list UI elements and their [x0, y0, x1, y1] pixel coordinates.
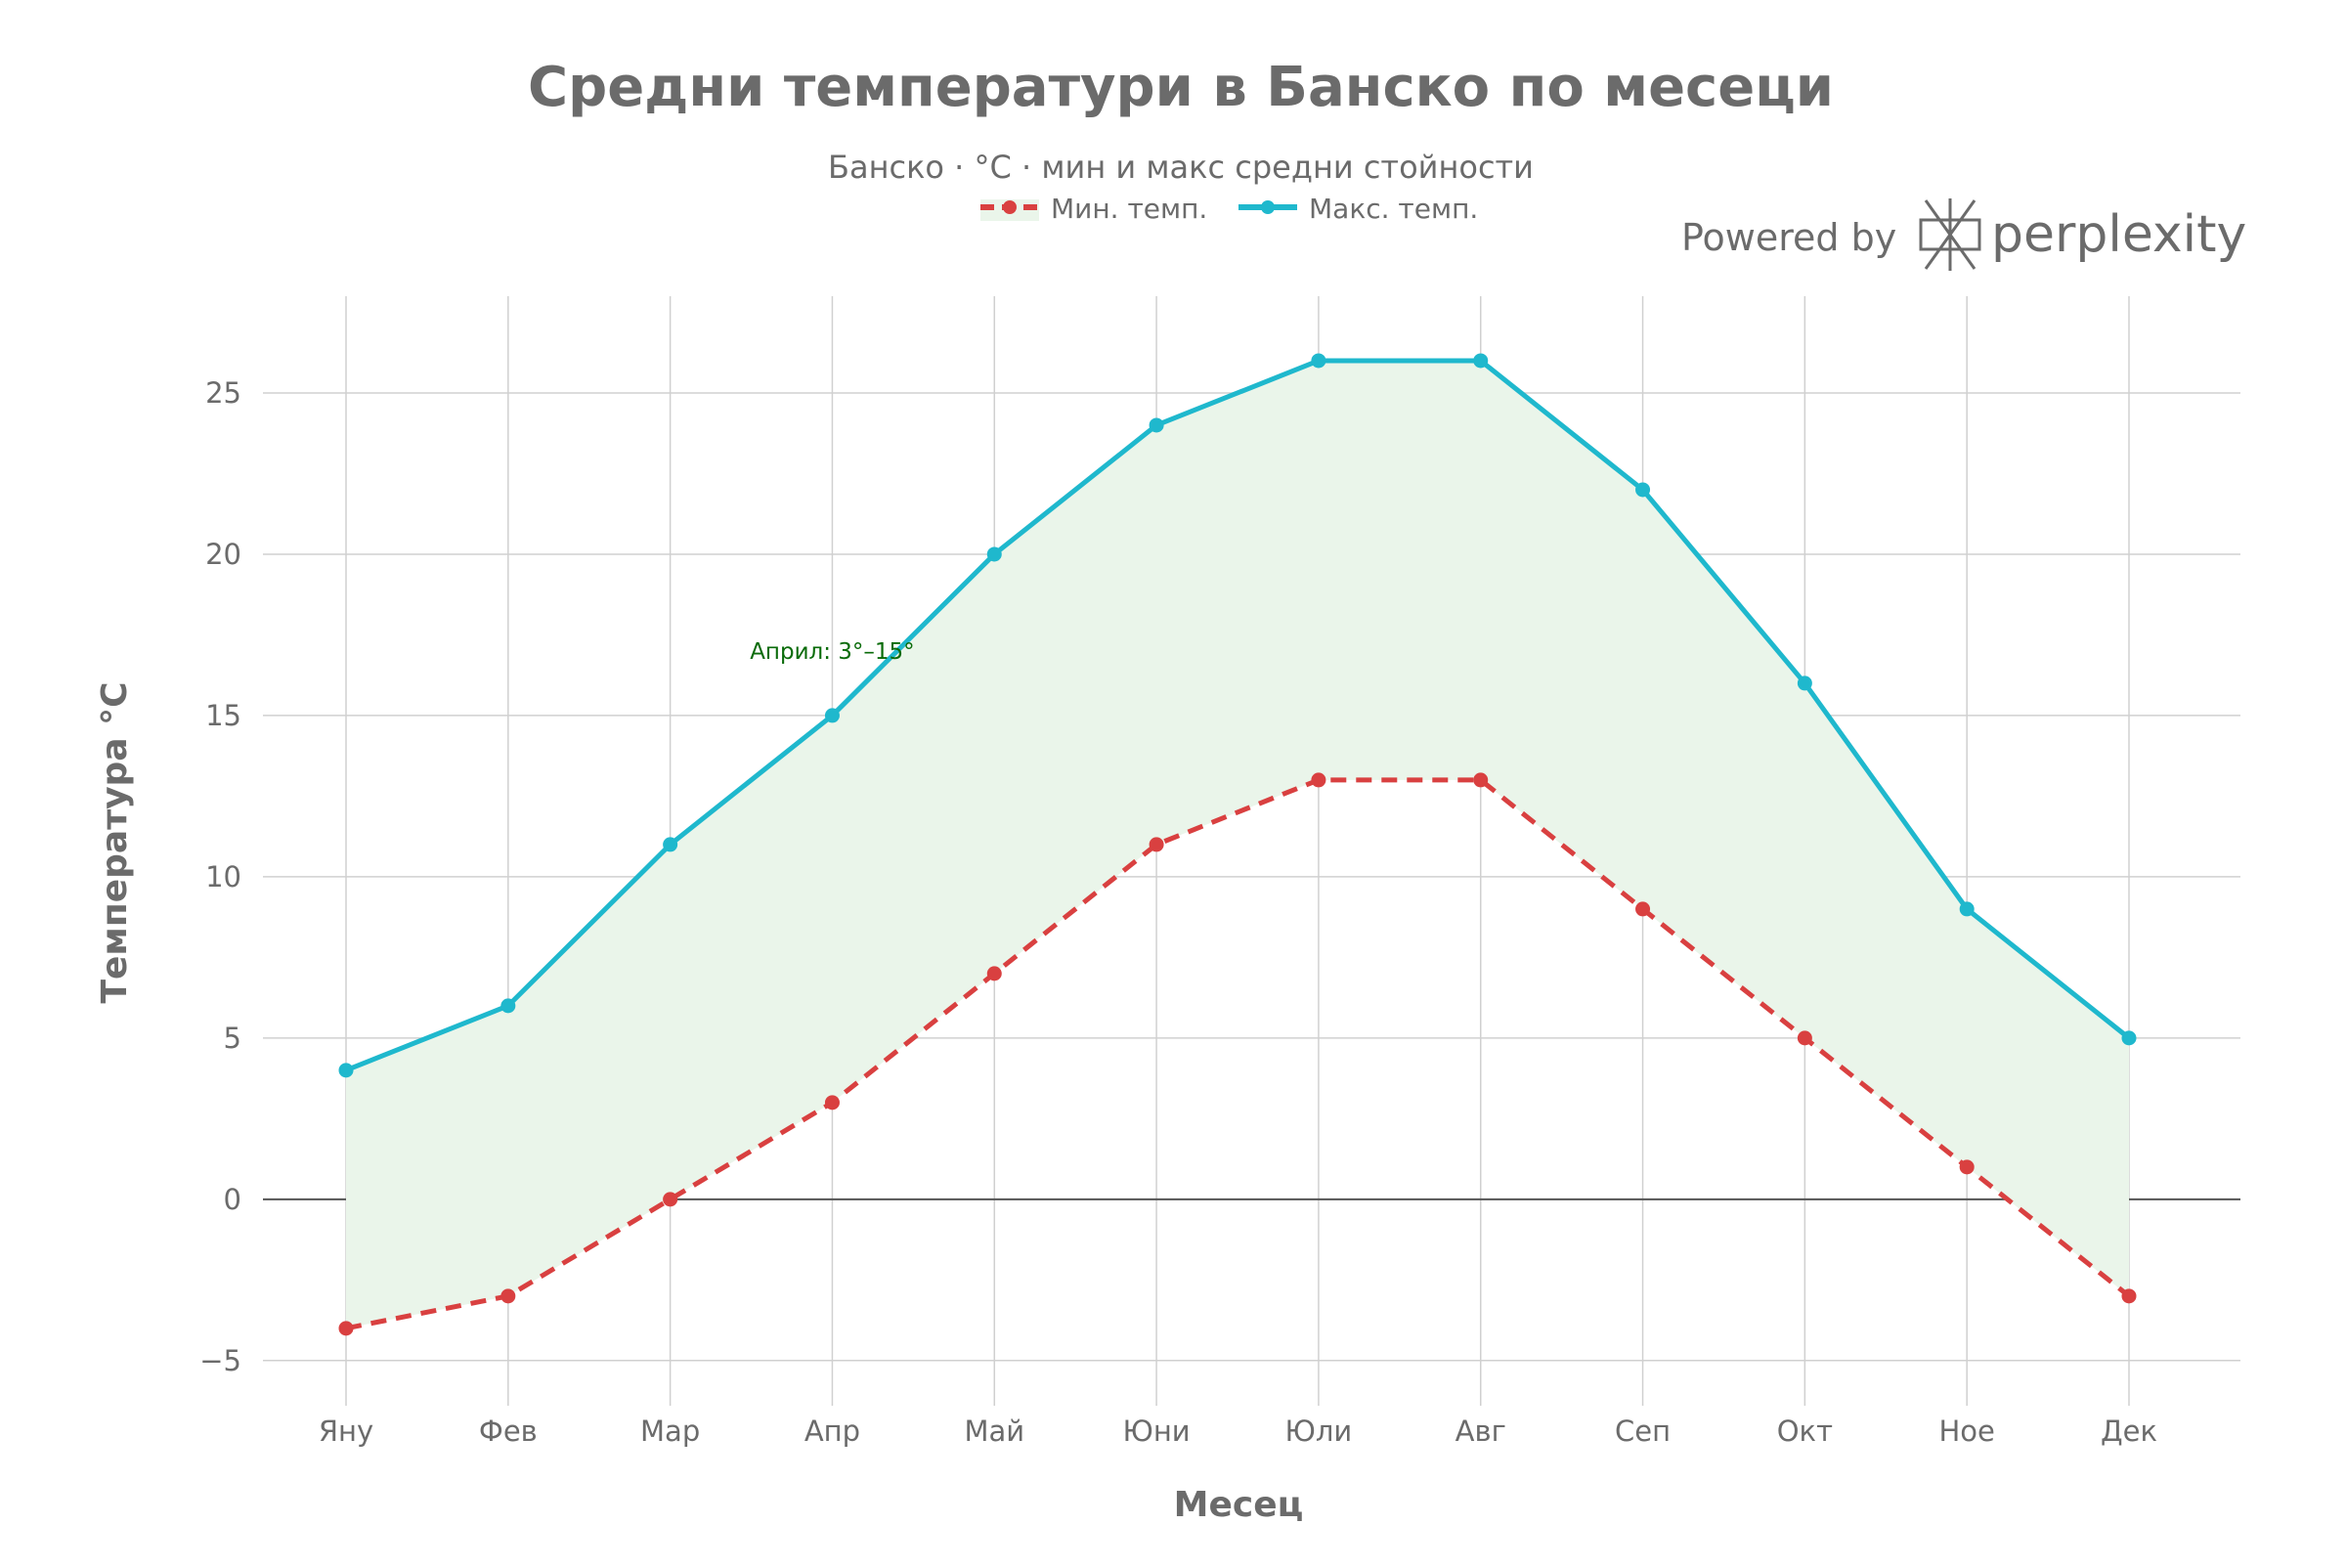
max-temp-point: [1473, 353, 1489, 369]
x-tick-label: Сеп: [1615, 1415, 1671, 1448]
min-temp-point: [1311, 772, 1326, 788]
max-temp-point: [824, 708, 840, 723]
max-temp-point: [2121, 1030, 2137, 1046]
x-tick-label: Окт: [1777, 1415, 1833, 1448]
min-temp-point: [2121, 1288, 2137, 1304]
y-tick-label: −5: [199, 1344, 241, 1377]
min-temp-line: [345, 777, 2131, 1331]
x-tick-label: Авг: [1455, 1415, 1506, 1448]
max-temp-point: [1797, 675, 1812, 691]
legend-max-marker: [1261, 200, 1275, 214]
max-temp-point: [500, 998, 516, 1014]
max-temp-point: [663, 837, 678, 852]
perplexity-wordmark: perplexity: [1991, 205, 2246, 264]
x-tick-label: Юли: [1285, 1415, 1353, 1448]
series-max: [338, 353, 2137, 1078]
x-axis-title: Месец: [1174, 1485, 1304, 1525]
chart-title: Средни температури в Банско по месеци: [528, 56, 1834, 119]
min-temp-point: [338, 1321, 354, 1336]
x-tick-label: Май: [964, 1415, 1024, 1448]
y-tick-label: 10: [205, 860, 241, 893]
chart-subtitle: Банско · °C · мин и макс средни стойност…: [828, 149, 1534, 186]
x-axis: Яну Фев Мар Апр Май Юни Юли Авг Сеп Окт Ное Дек: [319, 1415, 2157, 1448]
series-group: [338, 353, 2137, 1336]
max-temp-point: [1149, 417, 1164, 433]
max-temp-point: [1635, 482, 1651, 498]
x-tick-label: Юни: [1123, 1415, 1191, 1448]
max-temp-point: [986, 546, 1002, 562]
max-temp-point: [338, 1063, 354, 1078]
min-temp-point: [986, 966, 1002, 981]
powered-by-text: Powered by: [1681, 216, 1896, 259]
min-temp-point: [1959, 1159, 1975, 1175]
april-annotation: Април: 3°–15°: [750, 639, 914, 665]
x-tick-label: Ное: [1938, 1415, 1994, 1448]
y-tick-label: 0: [224, 1183, 241, 1216]
min-temp-point: [1797, 1030, 1812, 1046]
x-tick-label: Мар: [640, 1415, 700, 1448]
max-temp-line: [345, 358, 2131, 1073]
y-tick-label: 5: [224, 1022, 241, 1055]
min-max-fill-band: [346, 360, 2129, 1328]
y-tick-label: 25: [205, 376, 241, 410]
y-axis: −5 0 5 10 15 20 25: [199, 376, 241, 1377]
y-tick-label: 20: [205, 538, 241, 571]
legend-min-label: Мин. темп.: [1051, 193, 1207, 225]
series-min: [338, 772, 2137, 1336]
x-tick-label: Апр: [804, 1415, 860, 1448]
x-tick-label: Фев: [479, 1415, 538, 1448]
y-axis-title: Температура °C: [95, 681, 135, 1003]
legend-min-marker: [1003, 200, 1017, 214]
legend: Мин. темп. Макс. темп.: [980, 193, 1478, 225]
min-temp-point: [663, 1192, 678, 1207]
legend-item-min[interactable]: Мин. темп.: [980, 193, 1207, 225]
x-tick-label: Дек: [2101, 1415, 2157, 1448]
powered-by-logo: Powered by perplexity: [1681, 198, 2246, 271]
min-temp-point: [824, 1095, 840, 1111]
legend-max-label: Макс. темп.: [1309, 193, 1478, 225]
min-temp-point: [500, 1288, 516, 1304]
x-tick-label: Яну: [319, 1415, 373, 1448]
y-tick-label: 15: [205, 699, 241, 732]
legend-item-max[interactable]: Макс. темп.: [1238, 193, 1478, 225]
min-temp-point: [1473, 772, 1489, 788]
max-temp-point: [1959, 901, 1975, 917]
max-temp-point: [1311, 353, 1326, 369]
min-temp-point: [1635, 901, 1651, 917]
perplexity-logo-icon: [1919, 198, 1981, 271]
min-temp-point: [1149, 837, 1164, 852]
